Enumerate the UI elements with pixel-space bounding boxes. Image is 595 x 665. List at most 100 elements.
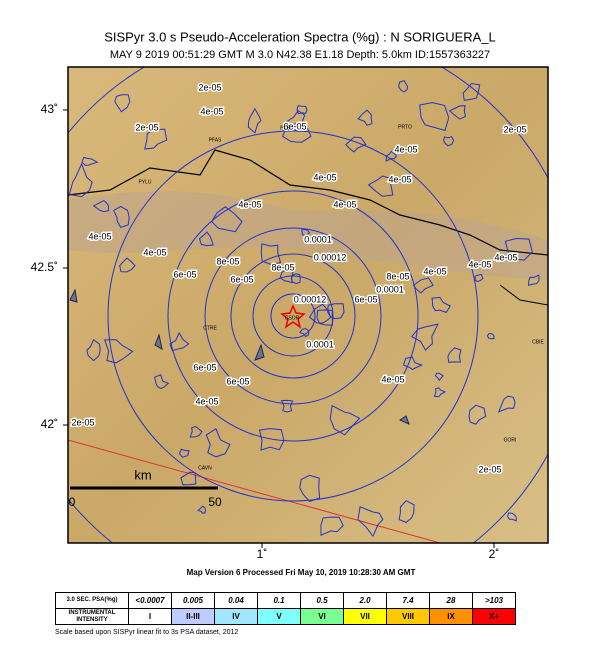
psa-header: 3.0 SEC. PSA(%g)	[55, 592, 129, 609]
contour-label: 2e-05	[135, 122, 158, 132]
contour-label: 4e-05	[313, 172, 336, 182]
contour-label: 0.00012	[294, 294, 327, 304]
mountains	[68, 191, 548, 280]
contour-label: 6e-05	[230, 274, 253, 284]
contour	[280, 399, 294, 413]
contour	[447, 347, 462, 363]
place-label: CSOR	[285, 315, 300, 321]
contour-label: 2e-05	[71, 417, 94, 427]
title: SISPyr 3.0 s Pseudo-Acceleration Spectra…	[104, 29, 496, 44]
contour	[189, 425, 203, 438]
contour	[431, 296, 451, 314]
intensity-legend: 3.0 SEC. PSA(%g) <0.0007 0.005 0.04 0.1 0.5 2.…	[55, 592, 516, 625]
psa-value: <0.0007	[128, 592, 172, 609]
contour	[247, 107, 262, 134]
contour	[462, 83, 481, 101]
contour-label: 2e-05	[503, 124, 526, 134]
contour	[178, 448, 190, 458]
psa-value: 7.4	[386, 592, 430, 609]
intensity-cell: II-III	[171, 608, 215, 625]
contour	[197, 505, 206, 514]
contour	[367, 175, 394, 197]
contour	[468, 404, 487, 425]
contour-label: 4e-05	[333, 199, 356, 209]
border	[68, 149, 548, 256]
lat-label: 43˚	[41, 102, 58, 116]
contour-label: 4e-05	[394, 144, 417, 154]
contour-label: 8e-05	[216, 256, 239, 266]
frame	[67, 66, 549, 544]
contour-label: 0.0001	[304, 234, 332, 244]
contour	[92, 200, 110, 213]
contour-ring	[252, 275, 334, 357]
intensity-cell: IX	[429, 608, 473, 625]
contour-label: 4e-05	[494, 252, 517, 262]
place-label: CAVN	[198, 465, 212, 471]
psa-value: 0.04	[214, 592, 258, 609]
scale-tick: 50	[208, 495, 222, 509]
psa-value: >103	[472, 592, 516, 609]
lon-label: 2˚	[489, 547, 500, 561]
contour-label: 6e-05	[193, 362, 216, 372]
terrain	[68, 67, 548, 543]
contour-label: 0.00012	[314, 252, 347, 262]
contour-label: 2e-05	[478, 464, 501, 474]
epicenter	[280, 304, 306, 329]
contour	[308, 303, 332, 324]
contour	[528, 274, 540, 286]
contour-ring	[270, 293, 316, 339]
contour-label: 6e-05	[283, 121, 306, 131]
intensity-cell: X+	[472, 608, 516, 625]
contour-label: 4e-05	[143, 247, 166, 257]
contour	[327, 303, 345, 320]
contour	[504, 237, 533, 261]
contour	[419, 102, 450, 132]
contour	[86, 339, 101, 362]
contour-label: 6e-05	[173, 269, 196, 279]
intensity-cell: V	[257, 608, 301, 625]
contour	[285, 110, 306, 132]
contour	[443, 136, 455, 147]
contour	[474, 273, 484, 282]
contour	[154, 374, 170, 390]
contour	[290, 273, 301, 285]
contour	[486, 332, 495, 340]
contour	[316, 309, 334, 326]
intensity-cell: VII	[343, 608, 387, 625]
contour-label: 4e-05	[200, 106, 223, 116]
contour	[448, 105, 466, 120]
contour	[412, 277, 434, 294]
lat-label: 42˚	[41, 417, 58, 431]
intensity-header: INSTRUMENTAL INTENSITY	[55, 608, 129, 625]
psa-value: 0.1	[257, 592, 301, 609]
contour	[68, 162, 93, 198]
place-label: PRTO	[398, 124, 412, 130]
psa-value: 28	[429, 592, 473, 609]
contour-label: 4e-05	[195, 396, 218, 406]
contour	[402, 356, 424, 371]
intensity-cell: VI	[300, 608, 344, 625]
place-label: CBIE	[532, 339, 544, 345]
contour-label: 4e-05	[381, 374, 404, 384]
contour	[497, 395, 516, 413]
contour	[104, 339, 134, 364]
lat-label: 42.5˚	[31, 260, 58, 274]
scale-tick: 0	[69, 495, 76, 509]
contour-label: 0.0001	[376, 284, 404, 294]
psa-value: 2.0	[343, 592, 387, 609]
contour-label: 2e-05	[198, 82, 221, 92]
contour	[119, 257, 136, 273]
contour	[329, 404, 361, 436]
intensity-cell: I	[128, 608, 172, 625]
lake	[69, 288, 410, 425]
contour-ring	[107, 130, 479, 502]
place-label: PFAS	[209, 137, 222, 143]
scale-unit: km	[134, 467, 151, 482]
scale-note: Scale based upon SISPyr linear fit to 3s…	[55, 629, 239, 636]
contour	[398, 79, 409, 93]
contour	[411, 323, 439, 351]
intensity-cell: VIII	[386, 608, 430, 625]
contour	[300, 229, 311, 236]
contour-label: 4e-05	[423, 266, 446, 276]
